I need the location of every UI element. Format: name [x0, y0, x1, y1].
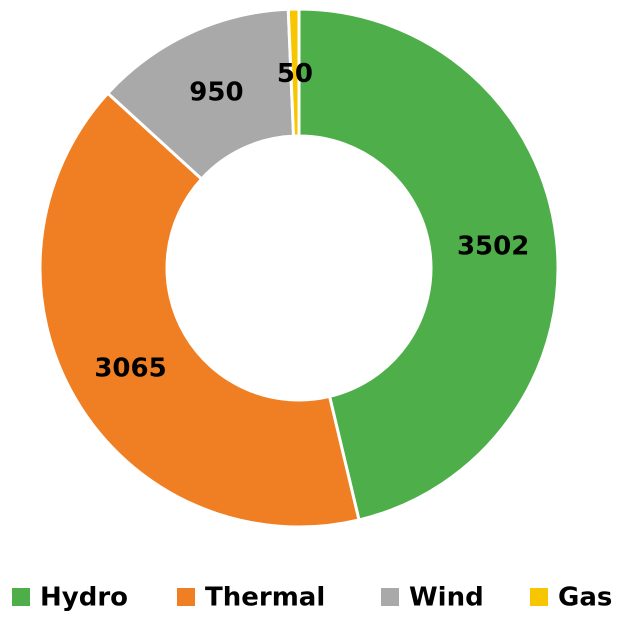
- legend-swatch: [381, 588, 399, 606]
- slice: [286, 7, 301, 138]
- legend-label: Wind: [409, 583, 484, 613]
- legend-label: Thermal: [205, 583, 325, 613]
- legend-label: Gas: [558, 583, 612, 613]
- legend-swatch: [177, 588, 195, 606]
- data-label: 950: [189, 77, 243, 107]
- data-labels: 3502 3065 950 50: [94, 59, 529, 384]
- slice: [38, 91, 361, 529]
- legend-swatch: [12, 588, 30, 606]
- slice: [297, 7, 560, 522]
- data-label: 3065: [94, 354, 166, 384]
- slice: [105, 7, 296, 182]
- legend-label: Hydro: [40, 583, 128, 613]
- legend: Hydro Thermal Wind Gas: [12, 583, 612, 613]
- donut: [38, 7, 560, 529]
- data-label: 3502: [457, 232, 529, 262]
- legend-swatch: [530, 588, 548, 606]
- data-label: 50: [277, 59, 313, 89]
